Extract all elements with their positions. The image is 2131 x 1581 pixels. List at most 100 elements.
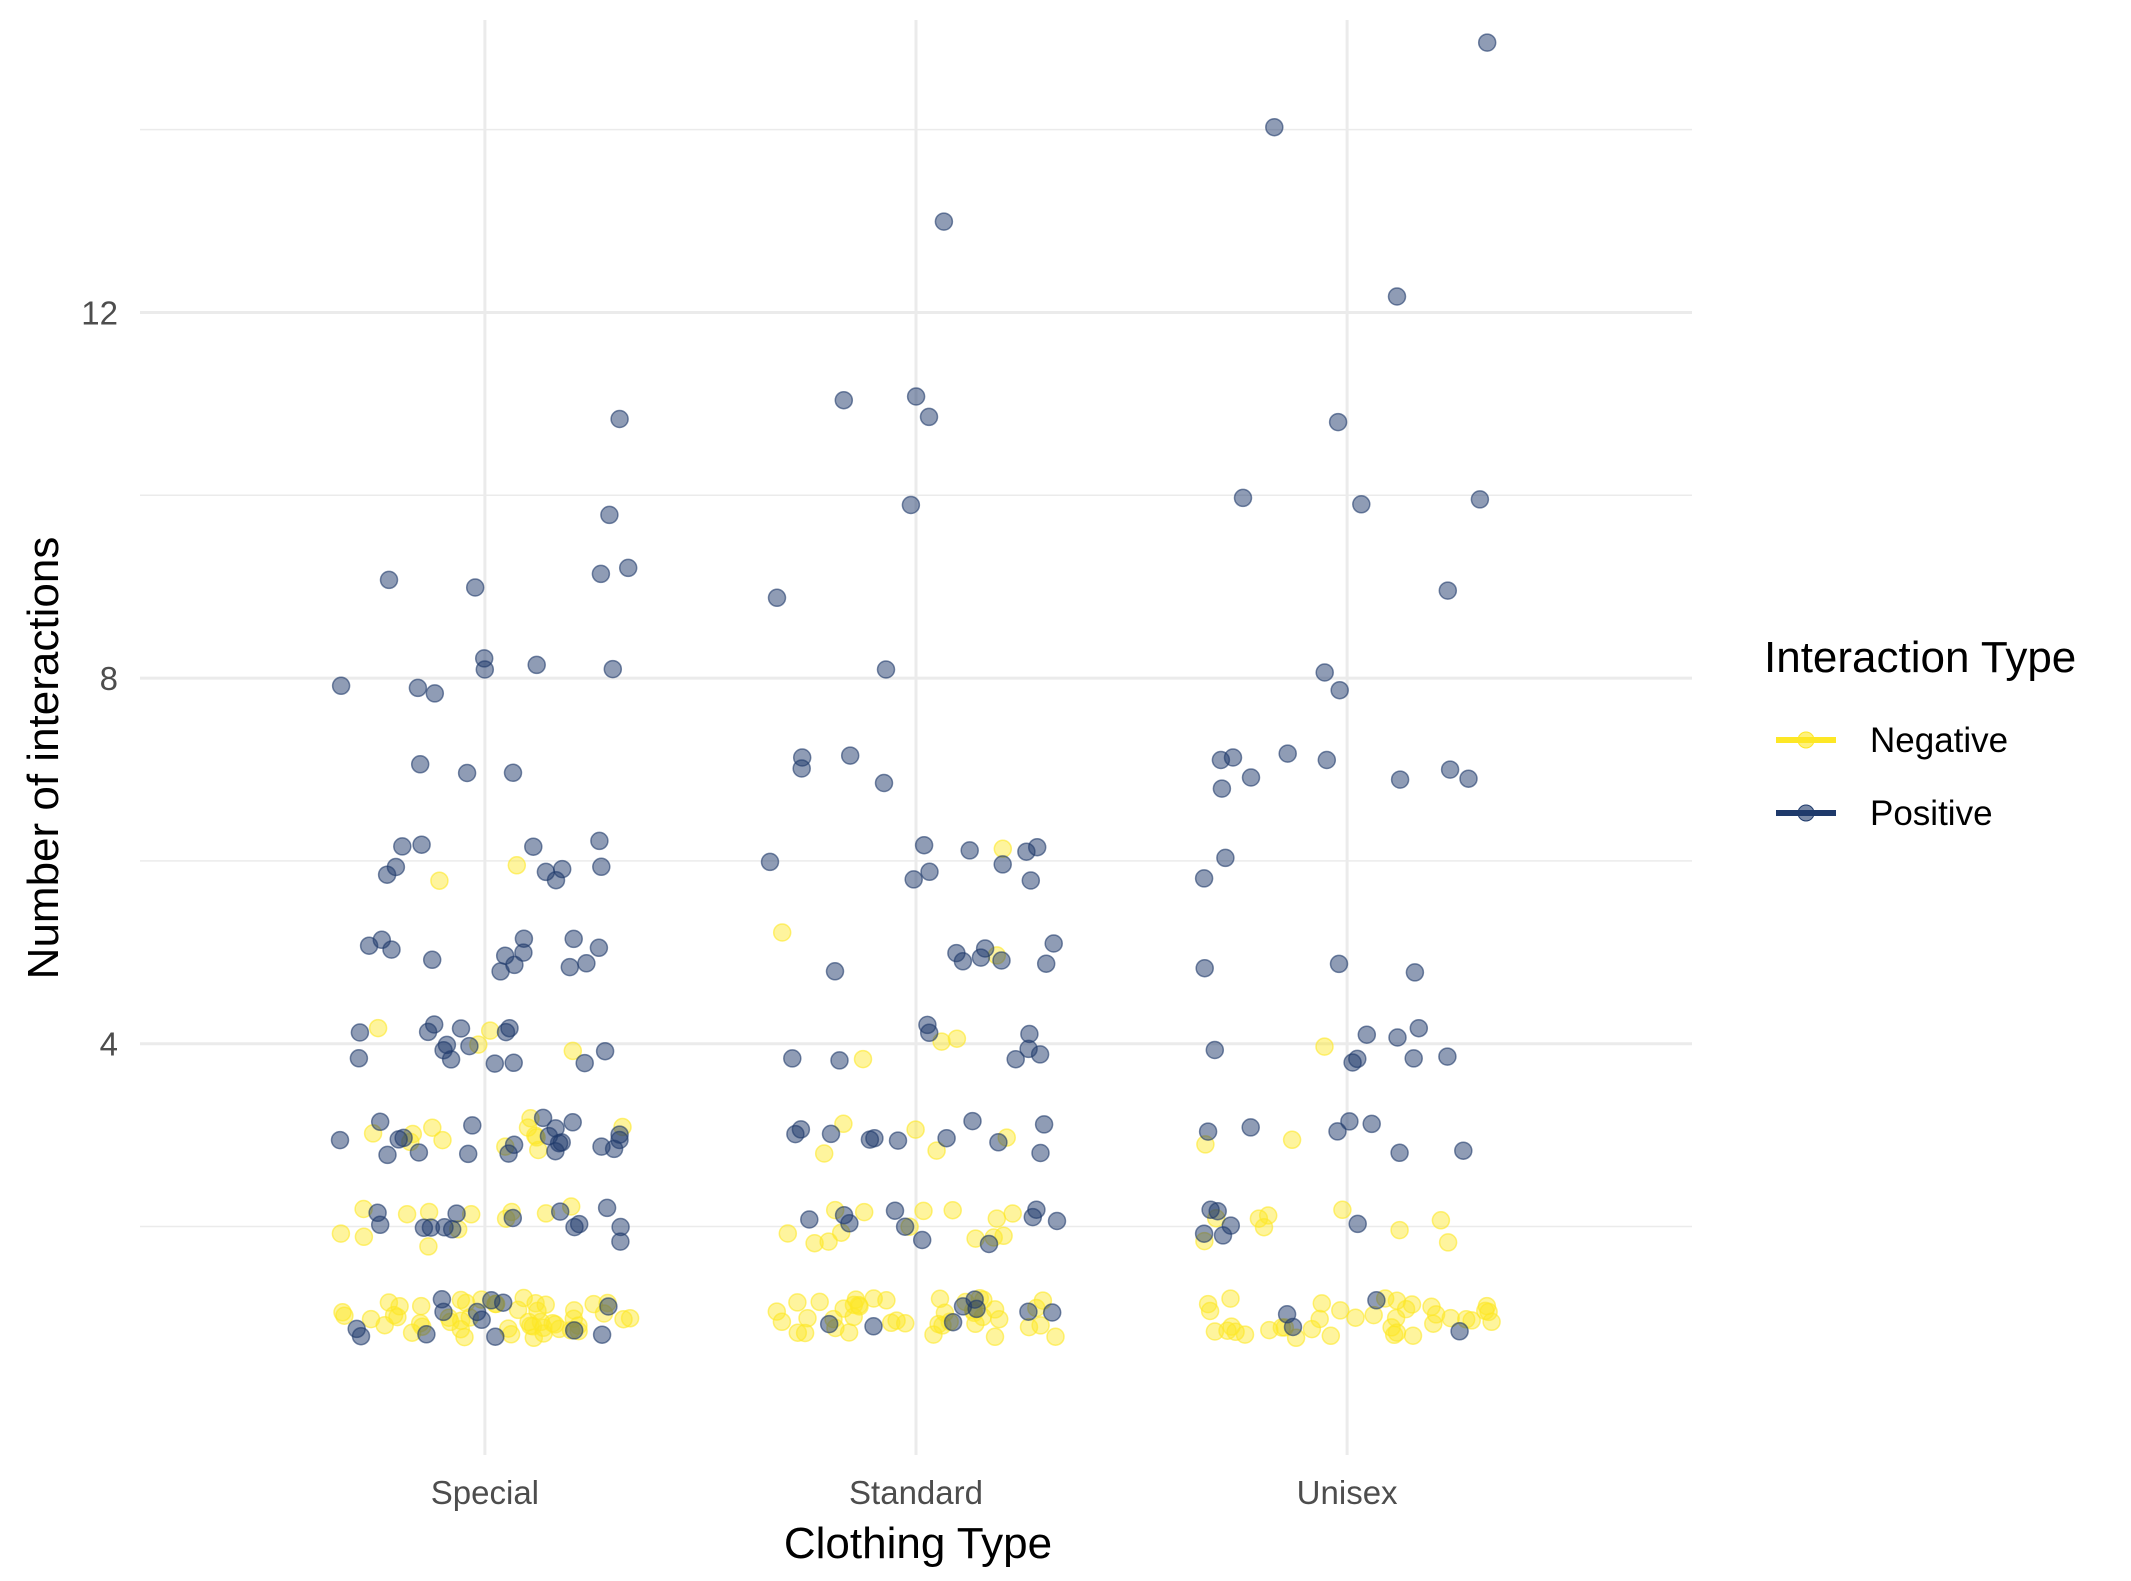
data-point-positive <box>504 1053 523 1073</box>
data-point-negative <box>778 1224 798 1243</box>
data-point-negative <box>943 1200 962 1220</box>
data-point-positive <box>1194 1224 1214 1243</box>
data-point-negative <box>563 1041 583 1061</box>
data-point-negative <box>987 1209 1007 1228</box>
data-point-positive <box>1409 1018 1429 1038</box>
data-point-positive <box>830 1051 849 1070</box>
data-point-positive <box>1348 1049 1367 1069</box>
x-axis-ticks: Special Standard Unisex <box>431 1474 1398 1511</box>
data-point-negative <box>1384 1325 1404 1345</box>
data-point-positive <box>592 857 611 877</box>
data-point-positive <box>414 1218 434 1238</box>
data-point-positive <box>979 1234 999 1254</box>
data-point-positive <box>960 841 979 860</box>
data-point-positive <box>536 862 556 882</box>
data-point-positive <box>331 676 351 696</box>
data-point-positive <box>1208 1201 1227 1221</box>
data-point-negative <box>411 1296 431 1316</box>
data-point-positive <box>1036 954 1056 973</box>
data-point-positive <box>1044 934 1063 953</box>
data-point-negative <box>519 1312 538 1332</box>
data-point-positive <box>330 1130 350 1150</box>
data-point-positive <box>1367 1291 1386 1310</box>
data-point-negative <box>881 1313 901 1333</box>
data-point-positive <box>864 1317 883 1336</box>
data-point-negative <box>985 1327 1005 1347</box>
data-point-positive <box>393 837 412 856</box>
data-point-positive <box>834 390 854 410</box>
data-point-positive <box>590 831 609 851</box>
data-point-positive <box>937 1128 956 1148</box>
data-point-positive <box>1006 1049 1025 1069</box>
data-point-positive <box>1277 1305 1297 1324</box>
data-point-positive <box>1477 33 1497 52</box>
data-point-positive <box>1194 869 1214 888</box>
data-point-negative <box>1198 1294 1218 1314</box>
data-point-negative <box>1003 1204 1022 1223</box>
data-point-negative <box>930 1289 950 1309</box>
legend-label: Positive <box>1870 794 1993 833</box>
legend-label: Negative <box>1870 721 2008 760</box>
y-tick-label: 8 <box>100 660 118 697</box>
data-point-positive <box>792 759 811 778</box>
data-point-negative <box>1441 1308 1460 1328</box>
legend-key-point <box>1797 804 1815 822</box>
data-point-negative <box>451 1290 471 1310</box>
data-point-negative <box>1221 1289 1240 1308</box>
data-point-positive <box>1328 412 1348 432</box>
data-point-positive <box>1019 1039 1038 1059</box>
data-point-positive <box>1470 490 1490 509</box>
data-point-positive <box>885 1201 905 1220</box>
data-point-negative <box>989 1309 1009 1329</box>
data-point-positive <box>1352 495 1371 514</box>
data-point-negative <box>1222 1317 1241 1336</box>
data-point-negative <box>1254 1217 1274 1237</box>
y-tick-label: 12 <box>81 294 118 331</box>
data-point-negative <box>501 1325 521 1344</box>
data-point-negative <box>1438 1233 1458 1252</box>
data-point-positive <box>1405 963 1425 982</box>
data-point-positive <box>451 1019 471 1038</box>
data-point-negative <box>1200 1301 1220 1321</box>
data-point-negative <box>772 1312 792 1332</box>
data-point-positive <box>840 746 860 765</box>
data-point-positive <box>825 962 845 981</box>
data-point-positive <box>595 1041 615 1061</box>
data-point-positive <box>1438 581 1458 600</box>
data-points <box>330 33 1501 1348</box>
data-point-positive <box>552 859 572 879</box>
data-point-negative <box>798 1308 817 1328</box>
data-point-positive <box>1328 1122 1347 1141</box>
data-point-positive <box>965 1290 984 1309</box>
data-point-negative <box>1333 1200 1352 1220</box>
data-point-positive <box>370 1112 390 1132</box>
data-point-positive <box>349 1049 369 1068</box>
data-point-positive <box>458 1144 478 1164</box>
data-point-negative <box>1312 1294 1332 1313</box>
data-point-positive <box>514 929 534 948</box>
data-point-positive <box>1390 770 1410 789</box>
data-point-positive <box>577 954 596 973</box>
data-point-negative <box>927 1141 946 1160</box>
data-point-negative <box>480 1021 500 1040</box>
data-point-negative <box>1422 1297 1441 1317</box>
data-point-positive <box>1034 1115 1054 1134</box>
data-point-positive <box>819 1314 839 1334</box>
data-point-positive <box>934 212 954 231</box>
data-point-positive <box>760 852 780 872</box>
data-point-negative <box>805 1233 824 1253</box>
data-point-positive <box>610 409 629 429</box>
data-point-positive <box>1042 1303 1062 1322</box>
data-point-positive <box>546 1141 565 1161</box>
data-point-positive <box>895 1217 915 1236</box>
data-point-negative <box>947 1029 967 1048</box>
data-point-positive <box>618 558 638 578</box>
data-point-negative <box>795 1323 815 1343</box>
data-point-negative <box>1321 1326 1341 1346</box>
data-point-negative <box>1235 1325 1255 1344</box>
data-point-positive <box>1454 1141 1473 1160</box>
data-point-negative <box>331 1224 351 1243</box>
data-point-positive <box>378 1145 397 1165</box>
data-point-positive <box>767 588 787 608</box>
